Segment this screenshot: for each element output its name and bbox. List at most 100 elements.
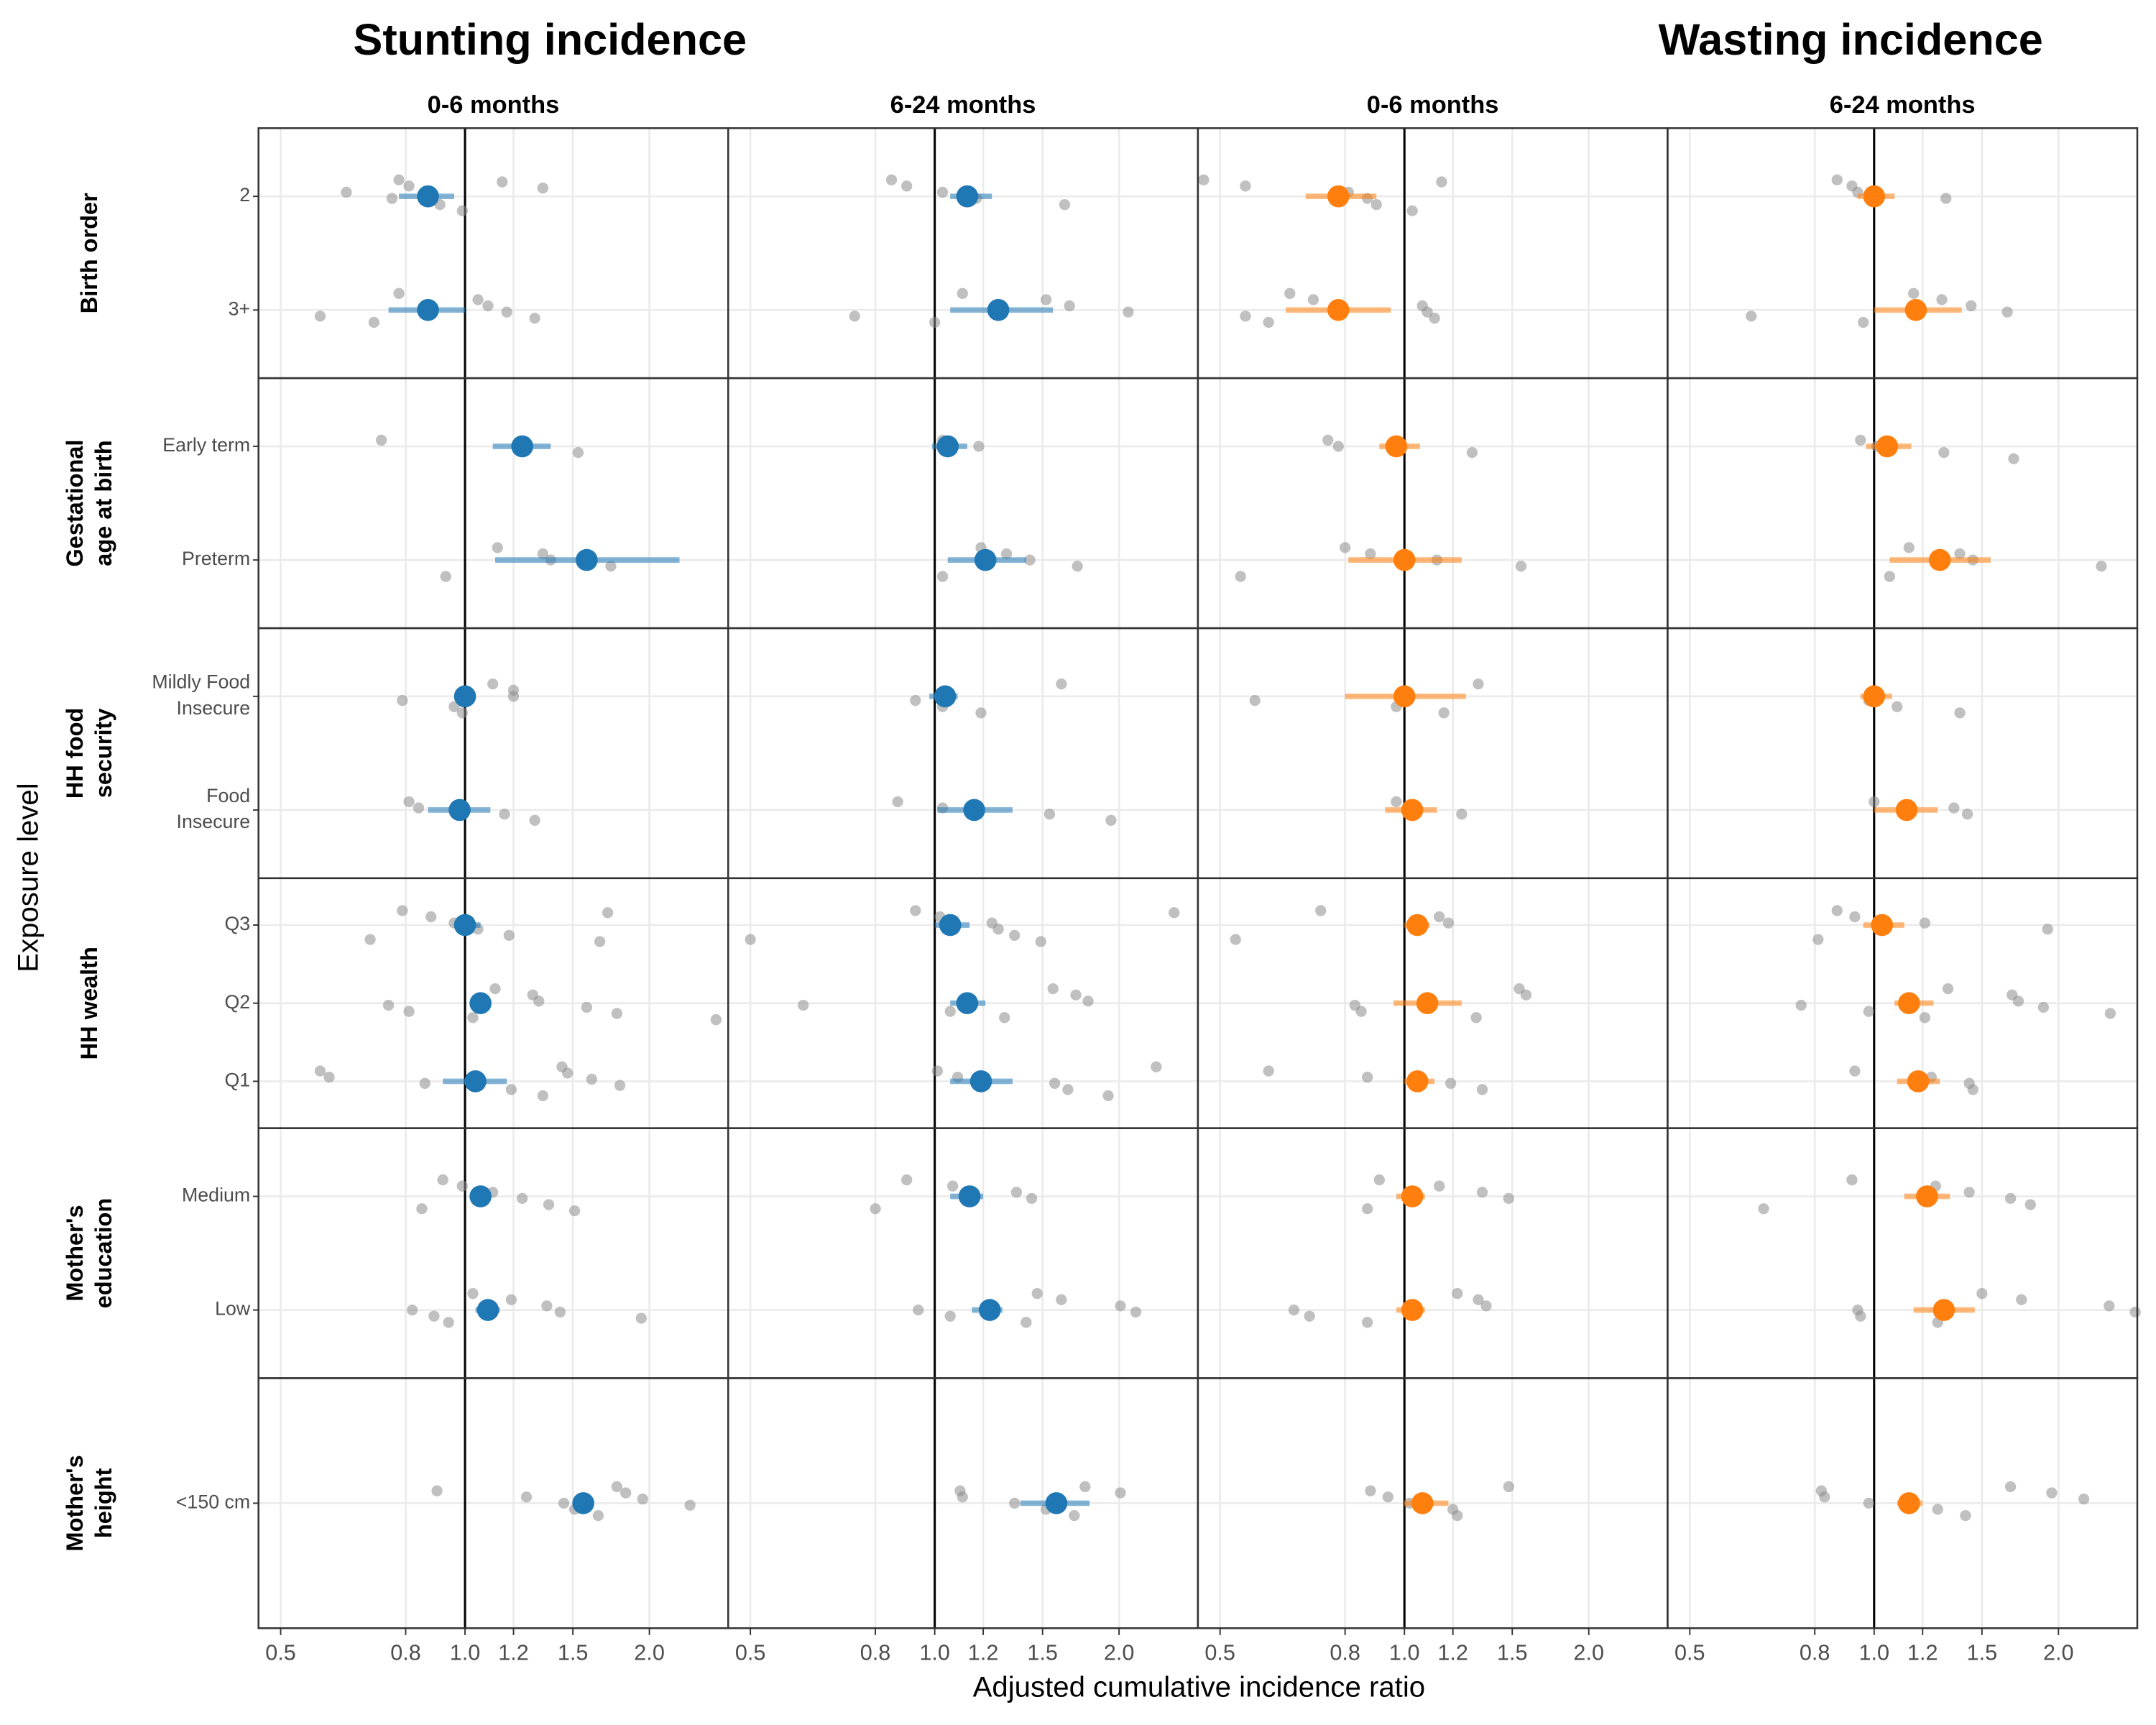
sample-point bbox=[2001, 306, 2013, 318]
sample-point bbox=[1812, 934, 1824, 945]
estimate bbox=[974, 548, 997, 571]
estimate bbox=[1916, 1185, 1938, 1208]
sample-point bbox=[1849, 911, 1861, 923]
sample-point bbox=[443, 1317, 454, 1328]
x-tick-label: 1.2 bbox=[1437, 1641, 1468, 1665]
sample-point bbox=[1047, 983, 1059, 995]
x-tick-label: 0.5 bbox=[1204, 1641, 1235, 1665]
sample-point bbox=[611, 1008, 623, 1019]
sample-point bbox=[1362, 1072, 1373, 1083]
sample-point bbox=[1059, 199, 1071, 211]
estimate bbox=[956, 185, 979, 208]
group-label: height bbox=[91, 1468, 116, 1538]
sample-point bbox=[1938, 446, 1950, 459]
sample-point bbox=[428, 1310, 440, 1322]
estimate bbox=[469, 992, 492, 1015]
y-tick-label: Q2 bbox=[224, 991, 250, 1013]
x-tick-label: 2.0 bbox=[1104, 1641, 1135, 1665]
sample-point bbox=[910, 905, 921, 916]
x-tick-label: 1.2 bbox=[498, 1641, 529, 1665]
estimate bbox=[963, 799, 985, 822]
sample-point bbox=[1315, 905, 1327, 916]
sample-point bbox=[2104, 1300, 2115, 1312]
sample-point bbox=[1434, 911, 1445, 923]
sample-point bbox=[1000, 548, 1013, 560]
sample-point bbox=[1044, 809, 1056, 820]
sample-point bbox=[1473, 678, 1484, 690]
sample-point bbox=[1967, 1084, 1978, 1095]
sample-point bbox=[1035, 936, 1046, 947]
sample-point bbox=[2024, 1199, 2036, 1210]
estimate bbox=[1401, 799, 1424, 822]
sample-point bbox=[397, 905, 408, 916]
group-label: age at birth bbox=[91, 440, 116, 566]
y-tick-label: Medium bbox=[182, 1184, 250, 1206]
sample-point bbox=[1476, 1084, 1488, 1095]
sample-point bbox=[1102, 1090, 1114, 1102]
sample-point bbox=[403, 180, 415, 192]
sample-point bbox=[386, 193, 398, 204]
y-axis-label: Exposure level bbox=[12, 783, 45, 972]
sample-point bbox=[1452, 1287, 1463, 1300]
x-axis-label: Adjusted cumulative incidence ratio bbox=[973, 1670, 1425, 1703]
sample-point bbox=[489, 983, 501, 995]
sample-point bbox=[1932, 1504, 1943, 1515]
x-tick-label: 1.0 bbox=[919, 1641, 950, 1665]
estimate bbox=[476, 1299, 499, 1321]
sample-point bbox=[368, 316, 379, 328]
sample-point bbox=[517, 1192, 528, 1205]
sample-point bbox=[910, 694, 921, 707]
sample-point bbox=[999, 1012, 1010, 1024]
sample-point bbox=[745, 934, 756, 945]
sample-point bbox=[501, 306, 512, 318]
sample-point bbox=[554, 1306, 566, 1318]
sample-point bbox=[497, 176, 508, 188]
estimate bbox=[934, 685, 957, 708]
sample-point bbox=[1362, 1203, 1373, 1215]
sample-point bbox=[1940, 193, 1952, 204]
group-label: HH food bbox=[62, 708, 88, 799]
estimate bbox=[1393, 685, 1416, 708]
sample-point bbox=[503, 929, 515, 942]
sample-point bbox=[1960, 1509, 1971, 1522]
x-tick-label: 1.5 bbox=[558, 1641, 589, 1665]
group-label: Birth order bbox=[76, 193, 102, 313]
sample-point bbox=[2004, 1192, 2017, 1205]
sample-point bbox=[1746, 310, 1757, 322]
sample-point bbox=[1758, 1203, 1769, 1215]
sample-point bbox=[393, 174, 405, 185]
sample-point bbox=[541, 1300, 553, 1312]
sample-point bbox=[1438, 707, 1450, 719]
x-tick-label: 1.0 bbox=[1389, 1641, 1420, 1665]
sample-point bbox=[957, 288, 968, 299]
sample-point bbox=[537, 548, 549, 560]
sample-point bbox=[973, 441, 985, 452]
sample-point bbox=[1010, 1187, 1023, 1198]
sample-point bbox=[1422, 306, 1433, 318]
estimate bbox=[417, 298, 439, 321]
sample-point bbox=[568, 1205, 581, 1217]
sample-point bbox=[947, 1180, 959, 1192]
sample-point bbox=[2096, 561, 2107, 572]
sample-point bbox=[1240, 180, 1251, 192]
estimate bbox=[1863, 185, 1886, 208]
sample-point bbox=[1130, 1306, 1142, 1318]
sample-point bbox=[1105, 814, 1117, 826]
sample-point bbox=[1362, 1317, 1373, 1328]
x-tick-label: 0.5 bbox=[735, 1641, 766, 1665]
estimate bbox=[453, 685, 476, 708]
estimate bbox=[1385, 435, 1408, 458]
estimate bbox=[1876, 435, 1899, 458]
group-label: Mother's bbox=[62, 1455, 88, 1551]
sample-point bbox=[1064, 300, 1075, 312]
sample-point bbox=[710, 1014, 722, 1026]
x-tick-label: 2.0 bbox=[2043, 1641, 2074, 1665]
sample-point bbox=[1263, 1065, 1274, 1077]
sample-point bbox=[611, 1481, 623, 1493]
sample-point bbox=[1307, 294, 1319, 305]
sample-point bbox=[1240, 310, 1251, 322]
sample-point bbox=[936, 186, 949, 198]
estimate bbox=[572, 1492, 594, 1514]
sample-point bbox=[393, 288, 405, 299]
y-tick-label: Food bbox=[206, 785, 250, 806]
